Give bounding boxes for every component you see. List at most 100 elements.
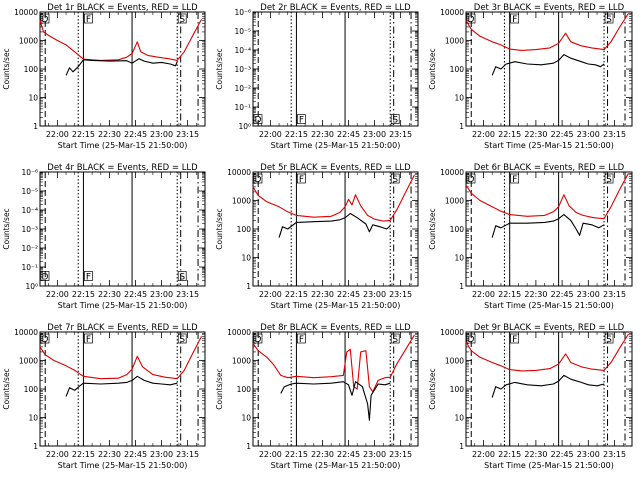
x-axis-label: Start Time (25-Mar-15 21:50:00): [58, 461, 188, 470]
marker-label: S: [179, 335, 185, 345]
y-tick-label: 10: [454, 414, 464, 423]
x-tick-label: 22:15: [72, 450, 95, 459]
y-tick-label: 10000: [440, 328, 464, 337]
x-tick-label: 22:00: [46, 130, 69, 139]
marker-label: F: [512, 15, 517, 25]
y-tick-label: 10000: [440, 168, 464, 177]
series-line-events: [491, 54, 605, 76]
x-tick-label: 22:15: [498, 290, 521, 299]
y-tick-label: 10: [454, 94, 464, 103]
y-tick-label: 100: [237, 385, 252, 394]
y-axis-label: Counts/sec: [2, 208, 11, 249]
chart-title: Det 8r BLACK = Events, RED = LLD: [260, 323, 411, 333]
marker-label: D: [42, 335, 49, 345]
y-tick-label: 10⁻⁵: [234, 27, 251, 36]
x-tick-label: 22:15: [498, 130, 521, 139]
marker-label: D: [42, 15, 49, 25]
marker-label-box: [84, 271, 93, 281]
x-tick-label: 22:45: [337, 450, 360, 459]
marker-label-box: [390, 114, 400, 125]
x-tick-label: 23:15: [389, 290, 412, 299]
chart-panel: Det 6r BLACK = Events, RED = LLD 1 10 100 10…: [428, 163, 633, 310]
marker-label-box: [390, 173, 400, 184]
y-tick-label: 10⁻³: [21, 225, 38, 234]
x-tick-label: 23:00: [577, 130, 600, 139]
marker-label: S: [179, 15, 185, 25]
x-tick-label: 22:45: [551, 290, 574, 299]
x-axis-label: Start Time (25-Mar-15 21:50:00): [58, 301, 188, 310]
x-tick-label: 22:30: [98, 130, 121, 139]
y-tick-label: 1000: [232, 197, 251, 206]
x-axis-label: Start Time (25-Mar-15 21:50:00): [484, 141, 614, 150]
marker-label-box: [297, 333, 306, 344]
marker-label: D: [468, 335, 475, 345]
y-axis-label: Counts/sec: [215, 368, 224, 409]
y-tick-label: 10000: [227, 168, 251, 177]
chart-title: Det 9r BLACK = Events, RED = LLD: [474, 323, 625, 333]
chart-panel: Det 8r BLACK = Events, RED = LLD 1 10 100 10…: [215, 323, 419, 470]
y-tick-label: 10⁻⁴: [21, 206, 38, 215]
series-line-events: [491, 374, 605, 398]
x-tick-label: 22:30: [524, 290, 547, 299]
marker-label-box: [253, 333, 263, 344]
x-tick-label: 23:00: [363, 130, 386, 139]
marker-label: D: [468, 15, 475, 25]
marker-label-box: [297, 173, 306, 184]
marker-label: S: [606, 15, 612, 25]
y-tick-label: 1: [246, 282, 251, 291]
x-tick-label: 23:00: [150, 290, 173, 299]
x-tick-label: 22:45: [124, 450, 147, 459]
marker-label: S: [606, 175, 612, 185]
marker-label-box: [466, 333, 476, 344]
y-axis-label: Counts/sec: [215, 48, 224, 89]
x-tick-label: 22:15: [285, 450, 308, 459]
chart-panel: Det 3r BLACK = Events, RED = LLD 1 10 100 10…: [428, 3, 633, 150]
x-tick-label: 22:00: [472, 130, 495, 139]
marker-label: D: [468, 175, 475, 185]
y-tick-label: 100: [450, 65, 465, 74]
y-tick-label: 10⁻⁶: [21, 168, 38, 177]
y-tick-label: 10000: [440, 8, 464, 17]
y-tick-label: 100: [24, 385, 39, 394]
x-tick-label: 22:45: [337, 290, 360, 299]
y-tick-label: 10⁻²: [21, 244, 38, 253]
y-axis-label: Counts/sec: [428, 368, 437, 409]
y-tick-label: 10: [241, 254, 251, 263]
chart-panel: Det 1r BLACK = Events, RED = LLD 1 10 100 10…: [2, 3, 206, 150]
x-tick-label: 22:45: [337, 130, 360, 139]
x-tick-label: 23:15: [603, 450, 626, 459]
marker-label-box: [177, 13, 187, 24]
x-tick-label: 22:45: [124, 130, 147, 139]
x-tick-label: 23:15: [389, 130, 412, 139]
x-tick-label: 22:45: [124, 290, 147, 299]
y-tick-label: 10000: [14, 328, 38, 337]
y-tick-label: 10: [28, 94, 38, 103]
y-tick-label: 10⁻²: [234, 84, 251, 93]
marker-label-box: [297, 114, 306, 125]
series-line-lld: [465, 333, 629, 372]
marker-label: F: [299, 335, 304, 345]
series-line-lld: [252, 334, 415, 393]
y-tick-label: 1000: [445, 357, 464, 366]
chart-panel: Det 5r BLACK = Events, RED = LLD 1 10 100 10…: [215, 163, 419, 310]
marker-label-box: [40, 13, 50, 24]
chart-title: Det 2r BLACK = Events, RED = LLD: [260, 3, 411, 13]
marker-label: F: [86, 335, 91, 345]
x-tick-label: 23:00: [363, 290, 386, 299]
x-tick-label: 22:00: [472, 290, 495, 299]
y-tick-label: 10⁻³: [234, 65, 251, 74]
marker-label-box: [253, 173, 263, 184]
series-line-lld: [252, 174, 415, 222]
chart-panel: Det 9r BLACK = Events, RED = LLD 1 10 100 10…: [428, 323, 633, 470]
x-tick-label: 22:15: [285, 290, 308, 299]
y-tick-label: 100: [237, 225, 252, 234]
series-line-events: [65, 375, 178, 397]
marker-label-box: [177, 333, 187, 344]
chart-panel: Det 4r BLACK = Events, RED = LLD 10⁰ 10⁻¹ 1…: [2, 163, 206, 310]
marker-label-box: [40, 271, 50, 281]
marker-label: F: [299, 175, 304, 185]
x-tick-label: 23:15: [176, 450, 199, 459]
y-tick-label: 1: [246, 442, 251, 451]
x-tick-label: 23:15: [389, 450, 412, 459]
series-line-events: [65, 58, 178, 76]
